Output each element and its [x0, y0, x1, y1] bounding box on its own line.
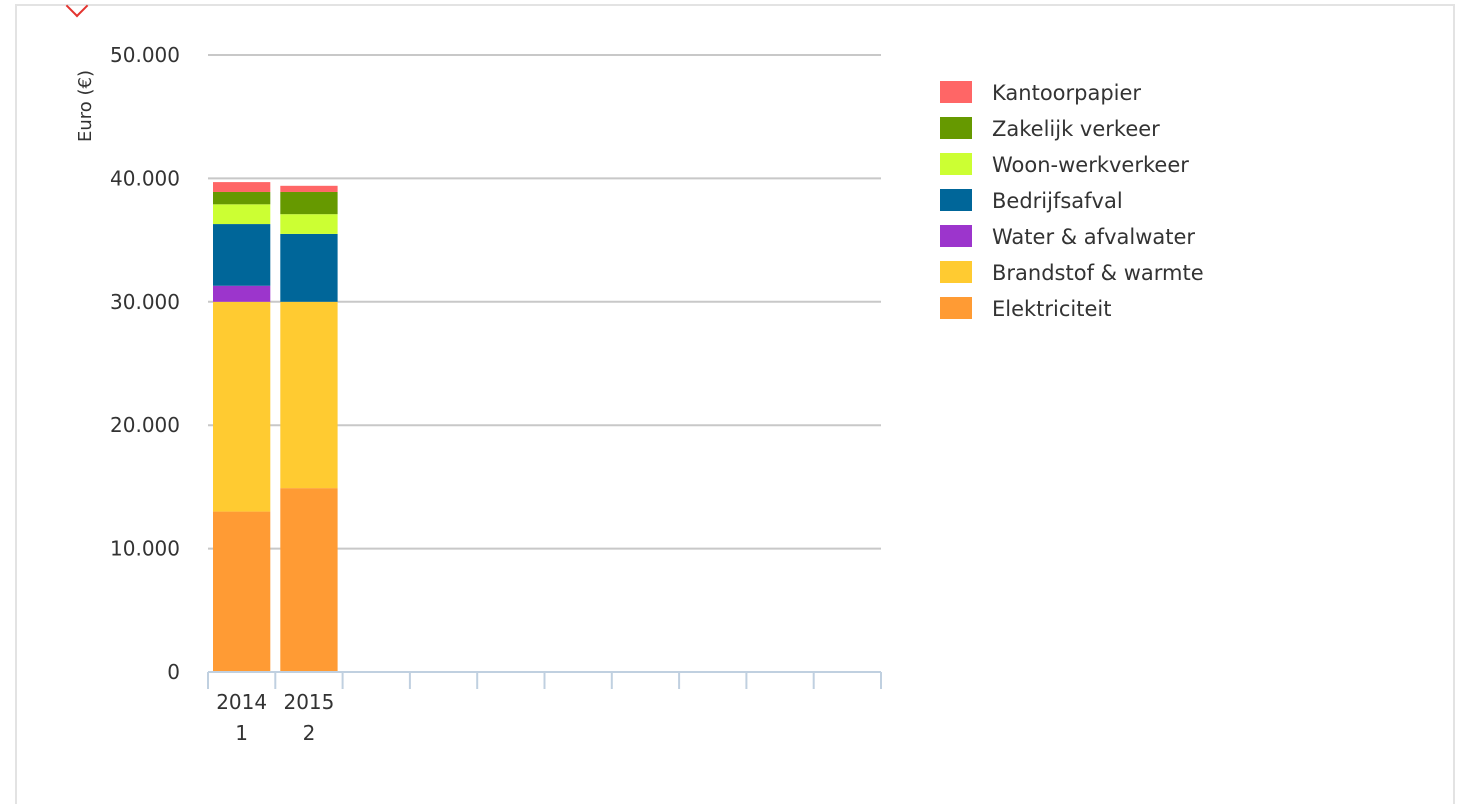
bar-segment[interactable] [213, 285, 271, 302]
y-tick-label: 0 [167, 660, 180, 684]
legend-label[interactable]: Woon-werkverkeer [992, 153, 1189, 177]
y-tick-label: 10.000 [110, 537, 180, 561]
legend: Kantoorpapier Zakelijk verkeer Woon-werkve… [940, 81, 1204, 321]
legend-swatch [940, 153, 972, 175]
legend-swatch [940, 189, 972, 211]
bar-segment[interactable] [213, 182, 271, 192]
bar-segment[interactable] [213, 511, 271, 672]
legend-swatch [940, 297, 972, 319]
y-tick-label: 30.000 [110, 290, 180, 314]
bar-segment[interactable] [280, 191, 338, 215]
bar-segment[interactable] [213, 191, 271, 205]
legend-swatch [940, 225, 972, 247]
legend-label[interactable]: Bedrijfsafval [992, 189, 1123, 213]
bar-segment[interactable] [280, 214, 338, 234]
bar-segment[interactable] [280, 185, 338, 192]
axes: Euro (€) 0 10.000 20.000 30.000 40.000 50.000… [75, 43, 882, 745]
legend-label[interactable]: Kantoorpapier [992, 81, 1141, 105]
bar-segment[interactable] [213, 204, 271, 225]
legend-swatch [940, 81, 972, 103]
x-tick-label: 2015 [283, 690, 334, 714]
y-axis-title: Euro (€) [75, 70, 96, 142]
legend-swatch [940, 261, 972, 283]
bar-segment[interactable] [280, 488, 338, 672]
legend-label[interactable]: Water & afvalwater [992, 225, 1195, 249]
y-tick-label: 50.000 [110, 43, 180, 67]
bar-segment[interactable] [213, 301, 271, 512]
legend-label[interactable]: Elektriciteit [992, 297, 1112, 321]
legend-label[interactable]: Brandstof & warmte [992, 261, 1204, 285]
bars [213, 182, 338, 672]
x-tick-label: 1 [235, 721, 248, 745]
chart-frame [15, 0, 1455, 804]
legend-swatch [940, 117, 972, 139]
y-tick-label: 40.000 [110, 166, 180, 190]
legend-label[interactable]: Zakelijk verkeer [992, 117, 1160, 141]
bar-segment[interactable] [280, 301, 338, 489]
x-tick-label: 2014 [216, 690, 267, 714]
x-tick-label: 2 [303, 721, 316, 745]
bar-segment[interactable] [280, 233, 338, 302]
bar-segment[interactable] [213, 224, 271, 286]
y-tick-label: 20.000 [110, 413, 180, 437]
